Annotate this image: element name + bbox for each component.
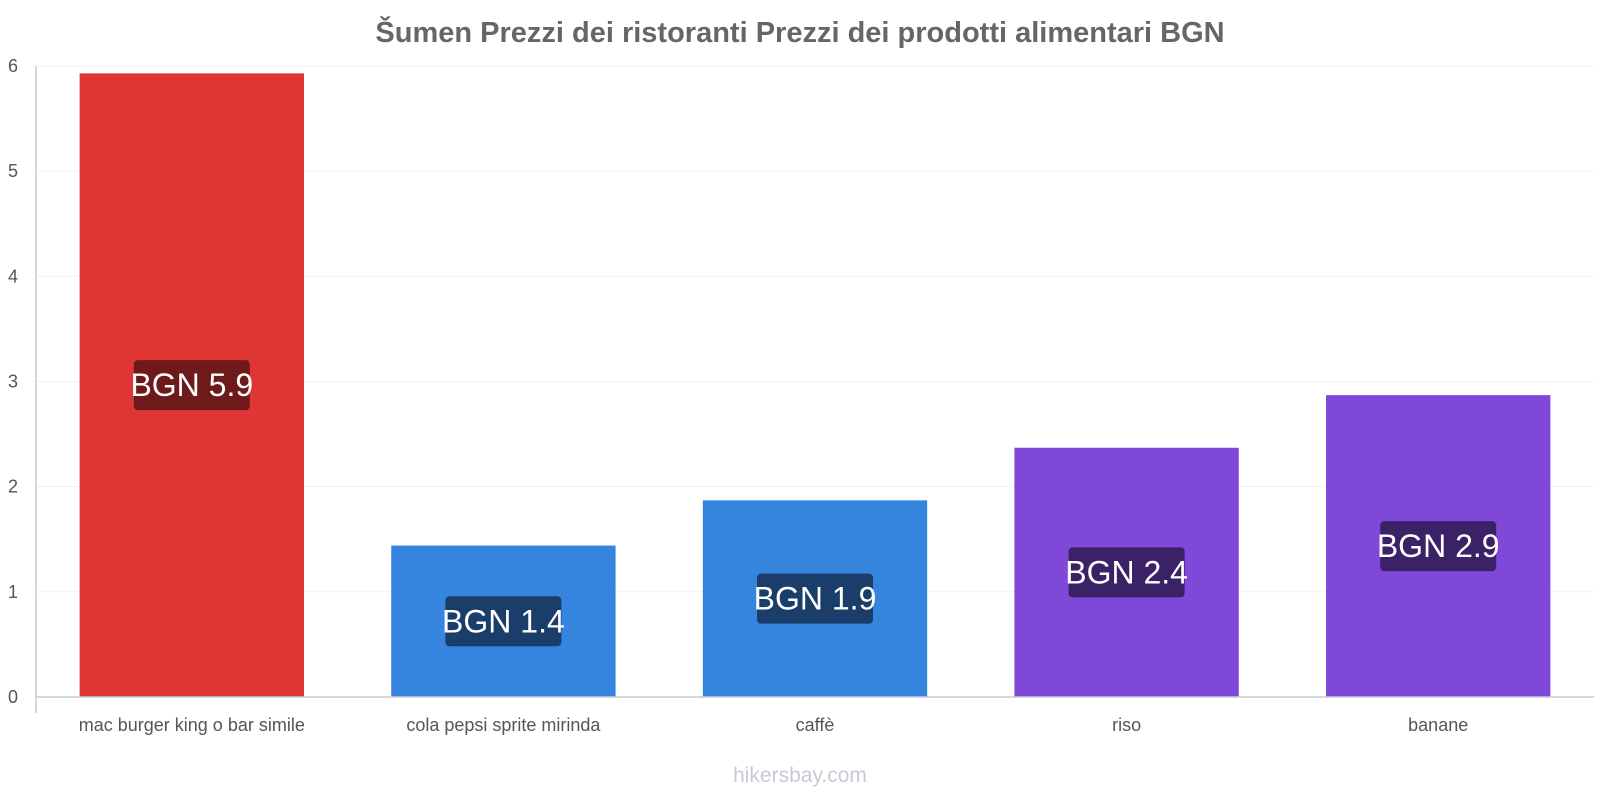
y-tick-label: 5 bbox=[8, 161, 18, 181]
x-axis-ticks: mac burger king o bar simile cola pepsi s… bbox=[79, 715, 1468, 735]
data-label: BGN 1.4 bbox=[442, 603, 565, 639]
data-labels: BGN 5.9 BGN 1.4 BGN 1.9 BGN 2.4 BGN 2.9 bbox=[130, 360, 1500, 647]
data-label: BGN 2.4 bbox=[1065, 554, 1188, 590]
y-tick-label: 4 bbox=[8, 266, 18, 286]
x-tick-label: caffè bbox=[796, 715, 835, 735]
data-label: BGN 1.9 bbox=[754, 581, 877, 617]
y-tick-label: 6 bbox=[8, 56, 18, 76]
data-label-box bbox=[133, 360, 250, 411]
y-tick-label: 1 bbox=[8, 582, 18, 602]
data-label-box bbox=[1068, 547, 1185, 598]
x-tick-label: mac burger king o bar simile bbox=[79, 715, 305, 735]
y-tick-label: 2 bbox=[8, 477, 18, 497]
data-label-box bbox=[1380, 521, 1497, 572]
chart-title: Šumen Prezzi dei ristoranti Prezzi dei p… bbox=[375, 15, 1224, 49]
data-label: BGN 2.9 bbox=[1377, 528, 1500, 564]
source-watermark: hikersbay.com bbox=[733, 764, 867, 787]
data-label: BGN 5.9 bbox=[130, 367, 253, 403]
data-label-box bbox=[757, 573, 873, 624]
data-label-box bbox=[445, 596, 562, 647]
x-tick-label: banane bbox=[1408, 715, 1468, 735]
y-tick-label: 0 bbox=[8, 687, 18, 707]
x-tick-label: riso bbox=[1112, 715, 1141, 735]
y-tick-label: 3 bbox=[8, 372, 18, 392]
y-axis-ticks: 0 1 2 3 4 5 6 bbox=[8, 56, 18, 707]
x-tick-label: cola pepsi sprite mirinda bbox=[406, 715, 601, 735]
